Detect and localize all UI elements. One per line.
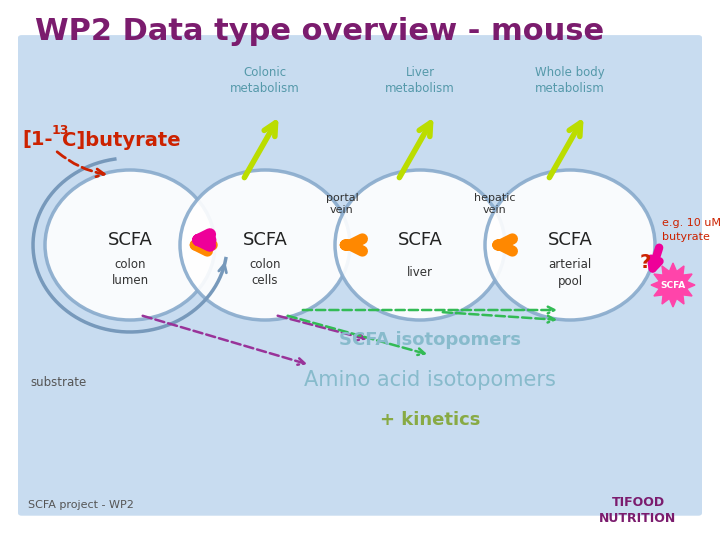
- Text: SCFA: SCFA: [243, 231, 287, 249]
- Text: liver: liver: [407, 267, 433, 280]
- Text: portal
vein: portal vein: [325, 193, 359, 215]
- Text: colon
cells: colon cells: [249, 259, 281, 287]
- Text: [1-: [1-: [22, 131, 53, 150]
- Text: SCFA: SCFA: [660, 280, 685, 289]
- Text: SCFA: SCFA: [107, 231, 153, 249]
- Text: SCFA isotopomers: SCFA isotopomers: [339, 331, 521, 349]
- Ellipse shape: [335, 170, 505, 320]
- Text: Amino acid isotopomers: Amino acid isotopomers: [304, 370, 556, 390]
- Text: arterial
pool: arterial pool: [549, 259, 592, 287]
- Text: substrate: substrate: [30, 375, 86, 388]
- Ellipse shape: [180, 170, 350, 320]
- Text: C]butyrate: C]butyrate: [62, 131, 181, 150]
- Text: Colonic
metabolism: Colonic metabolism: [230, 66, 300, 95]
- Text: 13: 13: [52, 124, 69, 137]
- Text: e.g. 10 uM
butyrate: e.g. 10 uM butyrate: [662, 218, 720, 241]
- Text: + kinetics: + kinetics: [380, 411, 480, 429]
- Text: SCFA: SCFA: [548, 231, 593, 249]
- Text: SCFA: SCFA: [397, 231, 442, 249]
- Ellipse shape: [485, 170, 655, 320]
- Text: SCFA project - WP2: SCFA project - WP2: [28, 500, 134, 510]
- Text: TIFOOD
NUTRITION: TIFOOD NUTRITION: [599, 496, 677, 524]
- Text: WP2 Data type overview - mouse: WP2 Data type overview - mouse: [35, 17, 604, 46]
- Text: Liver
metabolism: Liver metabolism: [385, 66, 455, 95]
- Text: Whole body
metabolism: Whole body metabolism: [535, 66, 605, 95]
- Text: colon
lumen: colon lumen: [112, 259, 148, 287]
- Text: hepatic
vein: hepatic vein: [474, 193, 516, 215]
- Ellipse shape: [45, 170, 215, 320]
- Text: ?: ?: [639, 253, 651, 272]
- Polygon shape: [651, 263, 695, 307]
